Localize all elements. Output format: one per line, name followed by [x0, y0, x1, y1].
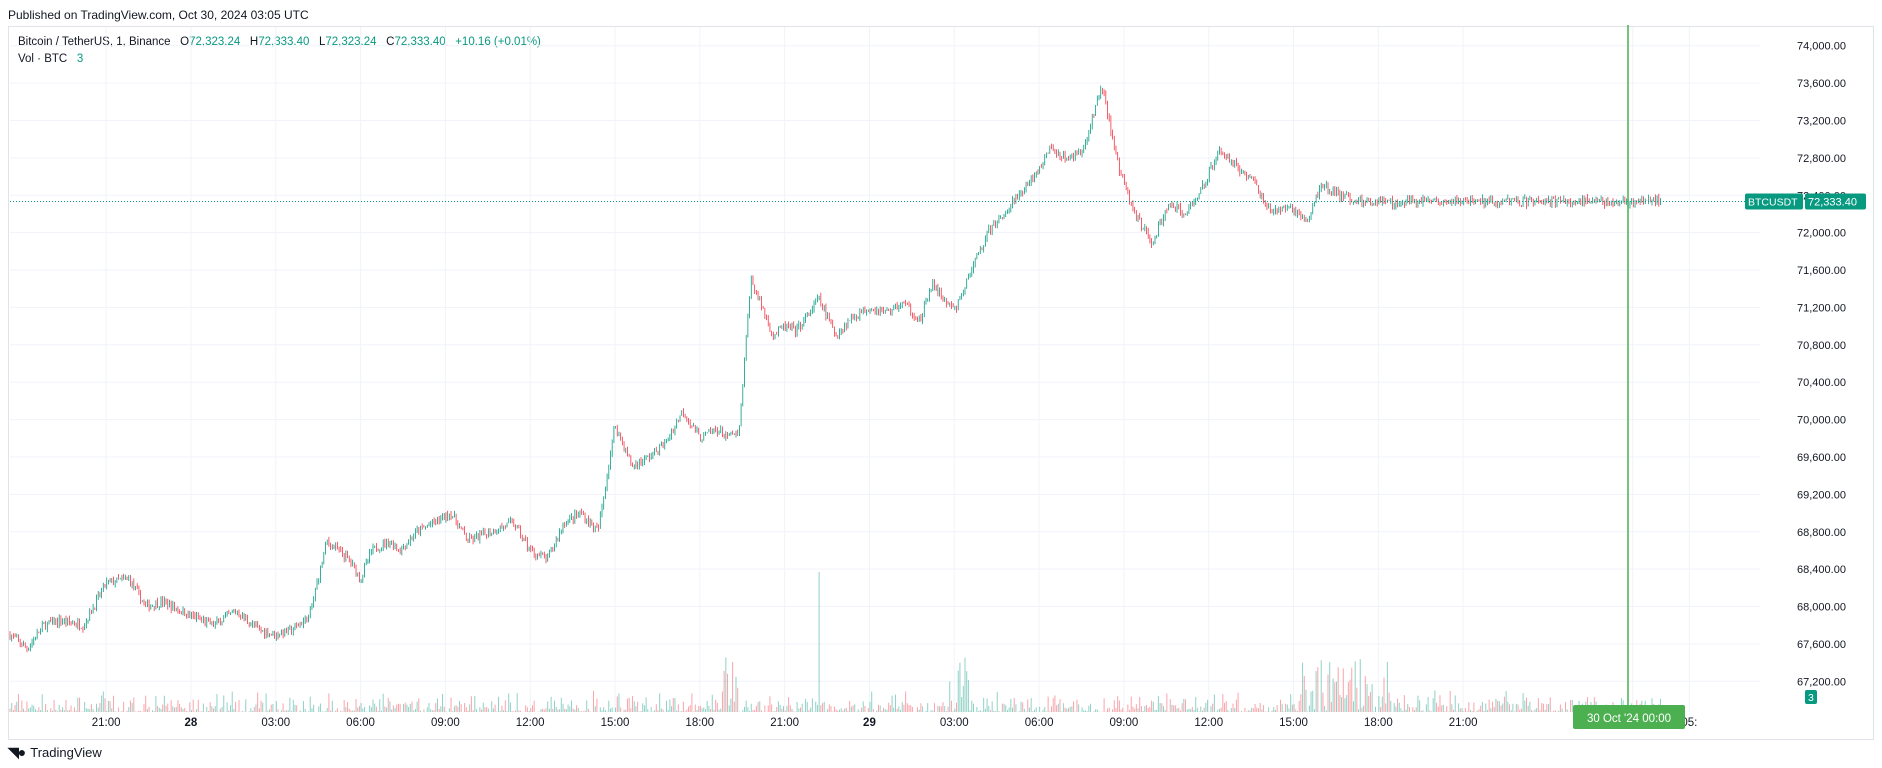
chart-legend: Bitcoin / TetherUS, 1, Binance O72,323.2… [18, 34, 541, 68]
legend-volume-label[interactable]: Vol · BTC [18, 53, 68, 65]
tradingview-logo-icon[interactable]: ◥● [8, 743, 26, 760]
legend-volume-row: Vol · BTC 3 [18, 51, 541, 68]
legend-ohlc-row: Bitcoin / TetherUS, 1, Binance O72,323.2… [18, 34, 541, 51]
legend-open-label: O [180, 36, 190, 48]
legend-close-value: 72,333.40 [394, 36, 446, 48]
published-caption: Published on TradingView.com, Oct 30, 20… [8, 8, 309, 22]
legend-open-value: 72,323.24 [189, 36, 241, 48]
legend-high-label: H [249, 36, 259, 48]
legend-change: +10.16 (+0.01%) [455, 36, 541, 48]
tradingview-brand[interactable]: TradingView [30, 744, 102, 760]
legend-low-label: L [318, 36, 326, 48]
tradingview-footer: ◥● TradingView [8, 742, 102, 762]
legend-high-value: 72,333.40 [258, 36, 310, 48]
legend-low-value: 72,323.24 [325, 36, 377, 48]
chart-frame [8, 26, 1874, 740]
legend-volume-value: 3 [76, 53, 84, 65]
legend-symbol[interactable]: Bitcoin / TetherUS, 1, Binance [18, 36, 171, 48]
legend-close-label: C [386, 36, 395, 48]
